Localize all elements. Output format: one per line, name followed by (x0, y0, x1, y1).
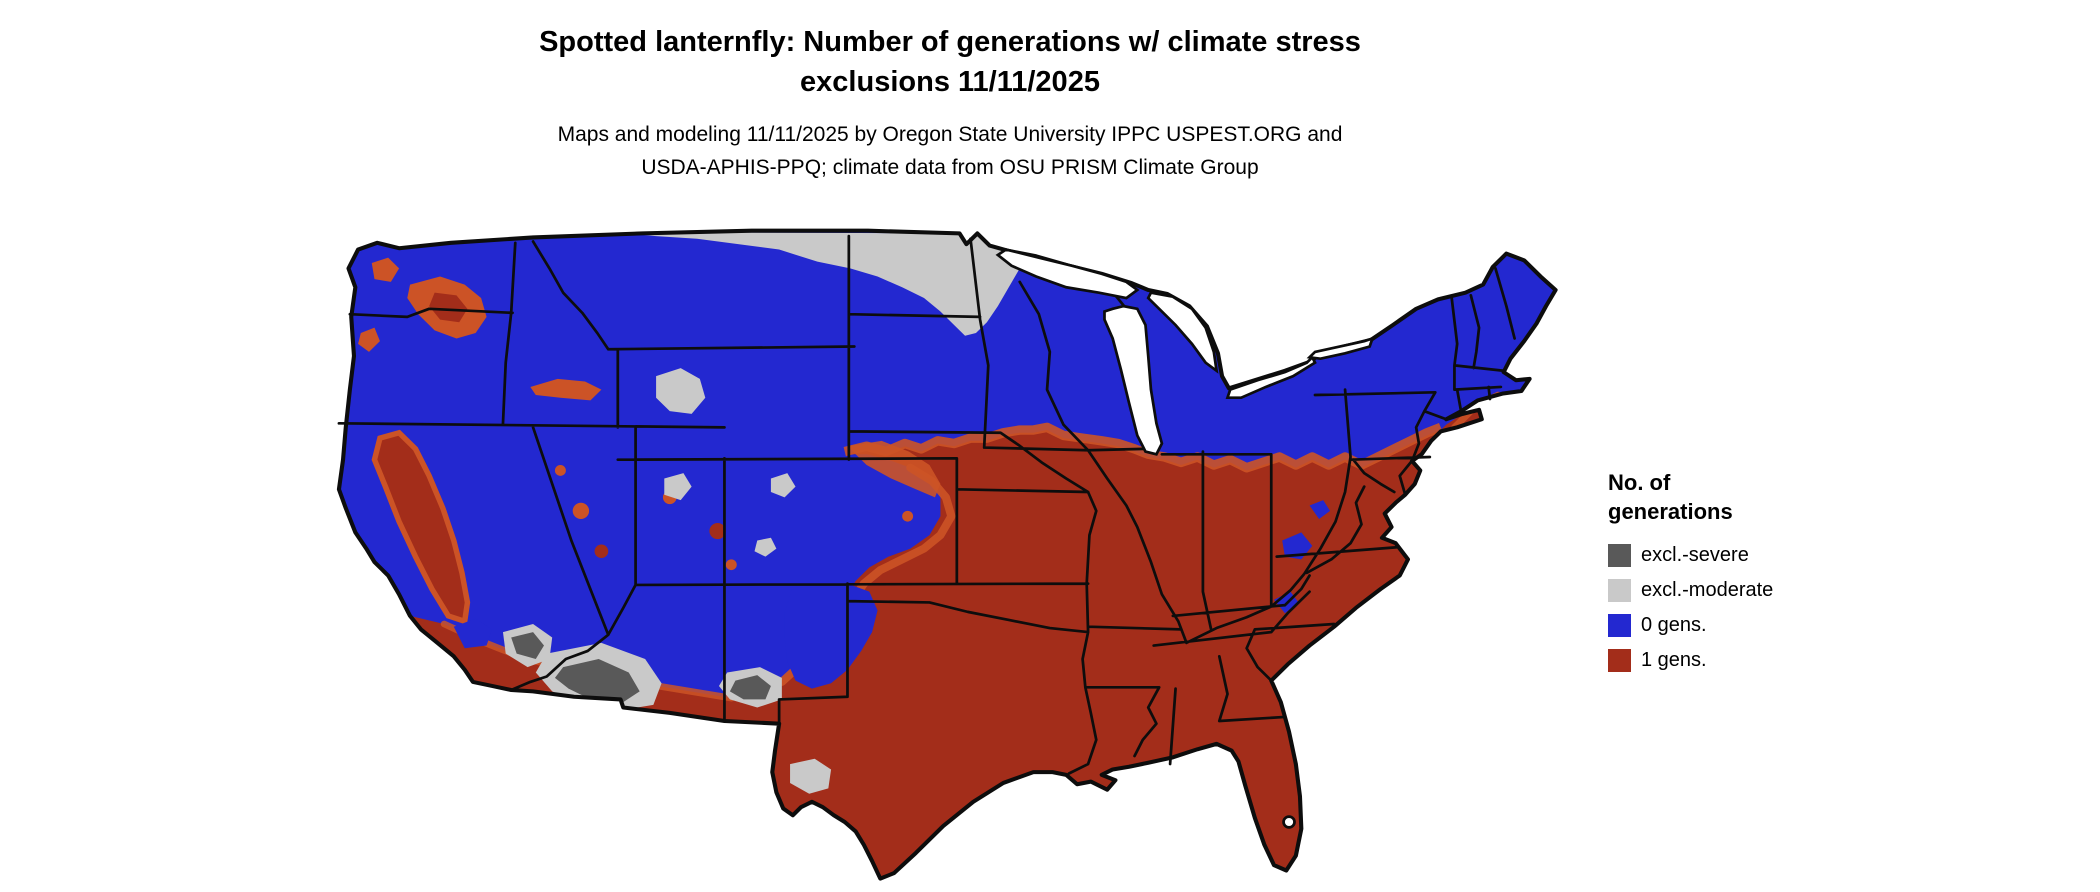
core-arizona-severe (554, 659, 640, 703)
pocket-socal-mountains (453, 618, 493, 649)
legend-item-0-gens: 0 gens. (1608, 608, 1848, 643)
lake-ontario (1306, 336, 1375, 361)
legend-label-1-gens: 1 gens. (1641, 649, 1707, 671)
core-new-mexico-severe (729, 675, 771, 700)
map-legend: No. of generations excl.-severe excl.-mo… (1608, 468, 1848, 678)
legend-title-line2: generations (1608, 499, 1733, 524)
lake-huron (1146, 291, 1219, 374)
region-one-generation-main (410, 409, 1482, 879)
pocket-colorado-rockies-1 (770, 473, 796, 498)
patch-big-bend-moderate (790, 758, 832, 794)
lake-michigan (1103, 304, 1164, 456)
pocket-new-mexico-highlands (784, 580, 878, 689)
legend-title: No. of generations (1608, 468, 1848, 526)
legend-item-excl-severe: excl.-severe (1608, 538, 1848, 573)
lake-okeechobee (1282, 815, 1296, 829)
pocket-colorado-rockies-2 (754, 537, 777, 557)
patch-puget-lowland (371, 257, 400, 282)
legend-swatch-1-gens (1608, 649, 1631, 672)
patch-willamette (358, 327, 380, 352)
core-se-california-severe (511, 632, 544, 660)
legend-item-excl-moderate: excl.-moderate (1608, 573, 1848, 608)
patch-california-central-valley (371, 429, 471, 625)
us-generations-map (328, 228, 1572, 888)
map-header: Spotted lanternfly: Number of generation… (0, 22, 1900, 184)
patch-colorado-front-range (902, 510, 914, 522)
pocket-appalachians-1 (1282, 532, 1313, 560)
legend-swatch-excl-severe (1608, 544, 1631, 567)
legend-items: excl.-severe excl.-moderate 0 gens. 1 ge… (1608, 538, 1848, 678)
subtitle-line1: Maps and modeling 11/11/2025 by Oregon S… (557, 123, 1343, 146)
us-map-svg (336, 228, 1558, 881)
patch-utah-2 (709, 522, 726, 540)
pocket-appalachians-2 (1309, 500, 1331, 519)
map-subtitle: Maps and modeling 11/11/2025 by Oregon S… (0, 118, 1900, 184)
legend-label-excl-severe: excl.-severe (1641, 544, 1749, 566)
patch-nevada-2 (594, 544, 609, 558)
legend-swatch-0-gens (1608, 614, 1631, 637)
lake-erie (1225, 355, 1317, 400)
patch-columbia-basin-red (429, 292, 468, 323)
page-title-line2: exclusions 11/11/2025 (800, 66, 1100, 98)
map-fill-layers (338, 230, 1556, 879)
patch-nevada-3 (554, 465, 566, 476)
patch-utah-3 (725, 559, 737, 571)
legend-swatch-excl-moderate (1608, 579, 1631, 602)
pocket-yellowstone-moderate (656, 368, 706, 414)
transition-band-north (843, 422, 1443, 473)
page-title-line1: Spotted lanternfly: Number of generation… (539, 26, 1361, 58)
transition-blob-nebraska (847, 440, 941, 498)
legend-label-excl-moderate: excl.-moderate (1641, 579, 1774, 601)
legend-item-1-gens: 1 gens. (1608, 643, 1848, 678)
legend-title-line1: No. of (1608, 470, 1671, 495)
region-excl-moderate-north (608, 232, 1028, 336)
great-lakes (995, 248, 1375, 829)
subtitle-line2: USDA-APHIS-PPQ; climate data from OSU PR… (641, 156, 1259, 179)
lake-superior (995, 248, 1140, 300)
patch-nevada-1 (572, 502, 590, 519)
legend-label-0-gens: 0 gens. (1641, 614, 1707, 636)
great-salt-lake (664, 473, 692, 501)
patch-snake-river-plain (530, 378, 602, 401)
